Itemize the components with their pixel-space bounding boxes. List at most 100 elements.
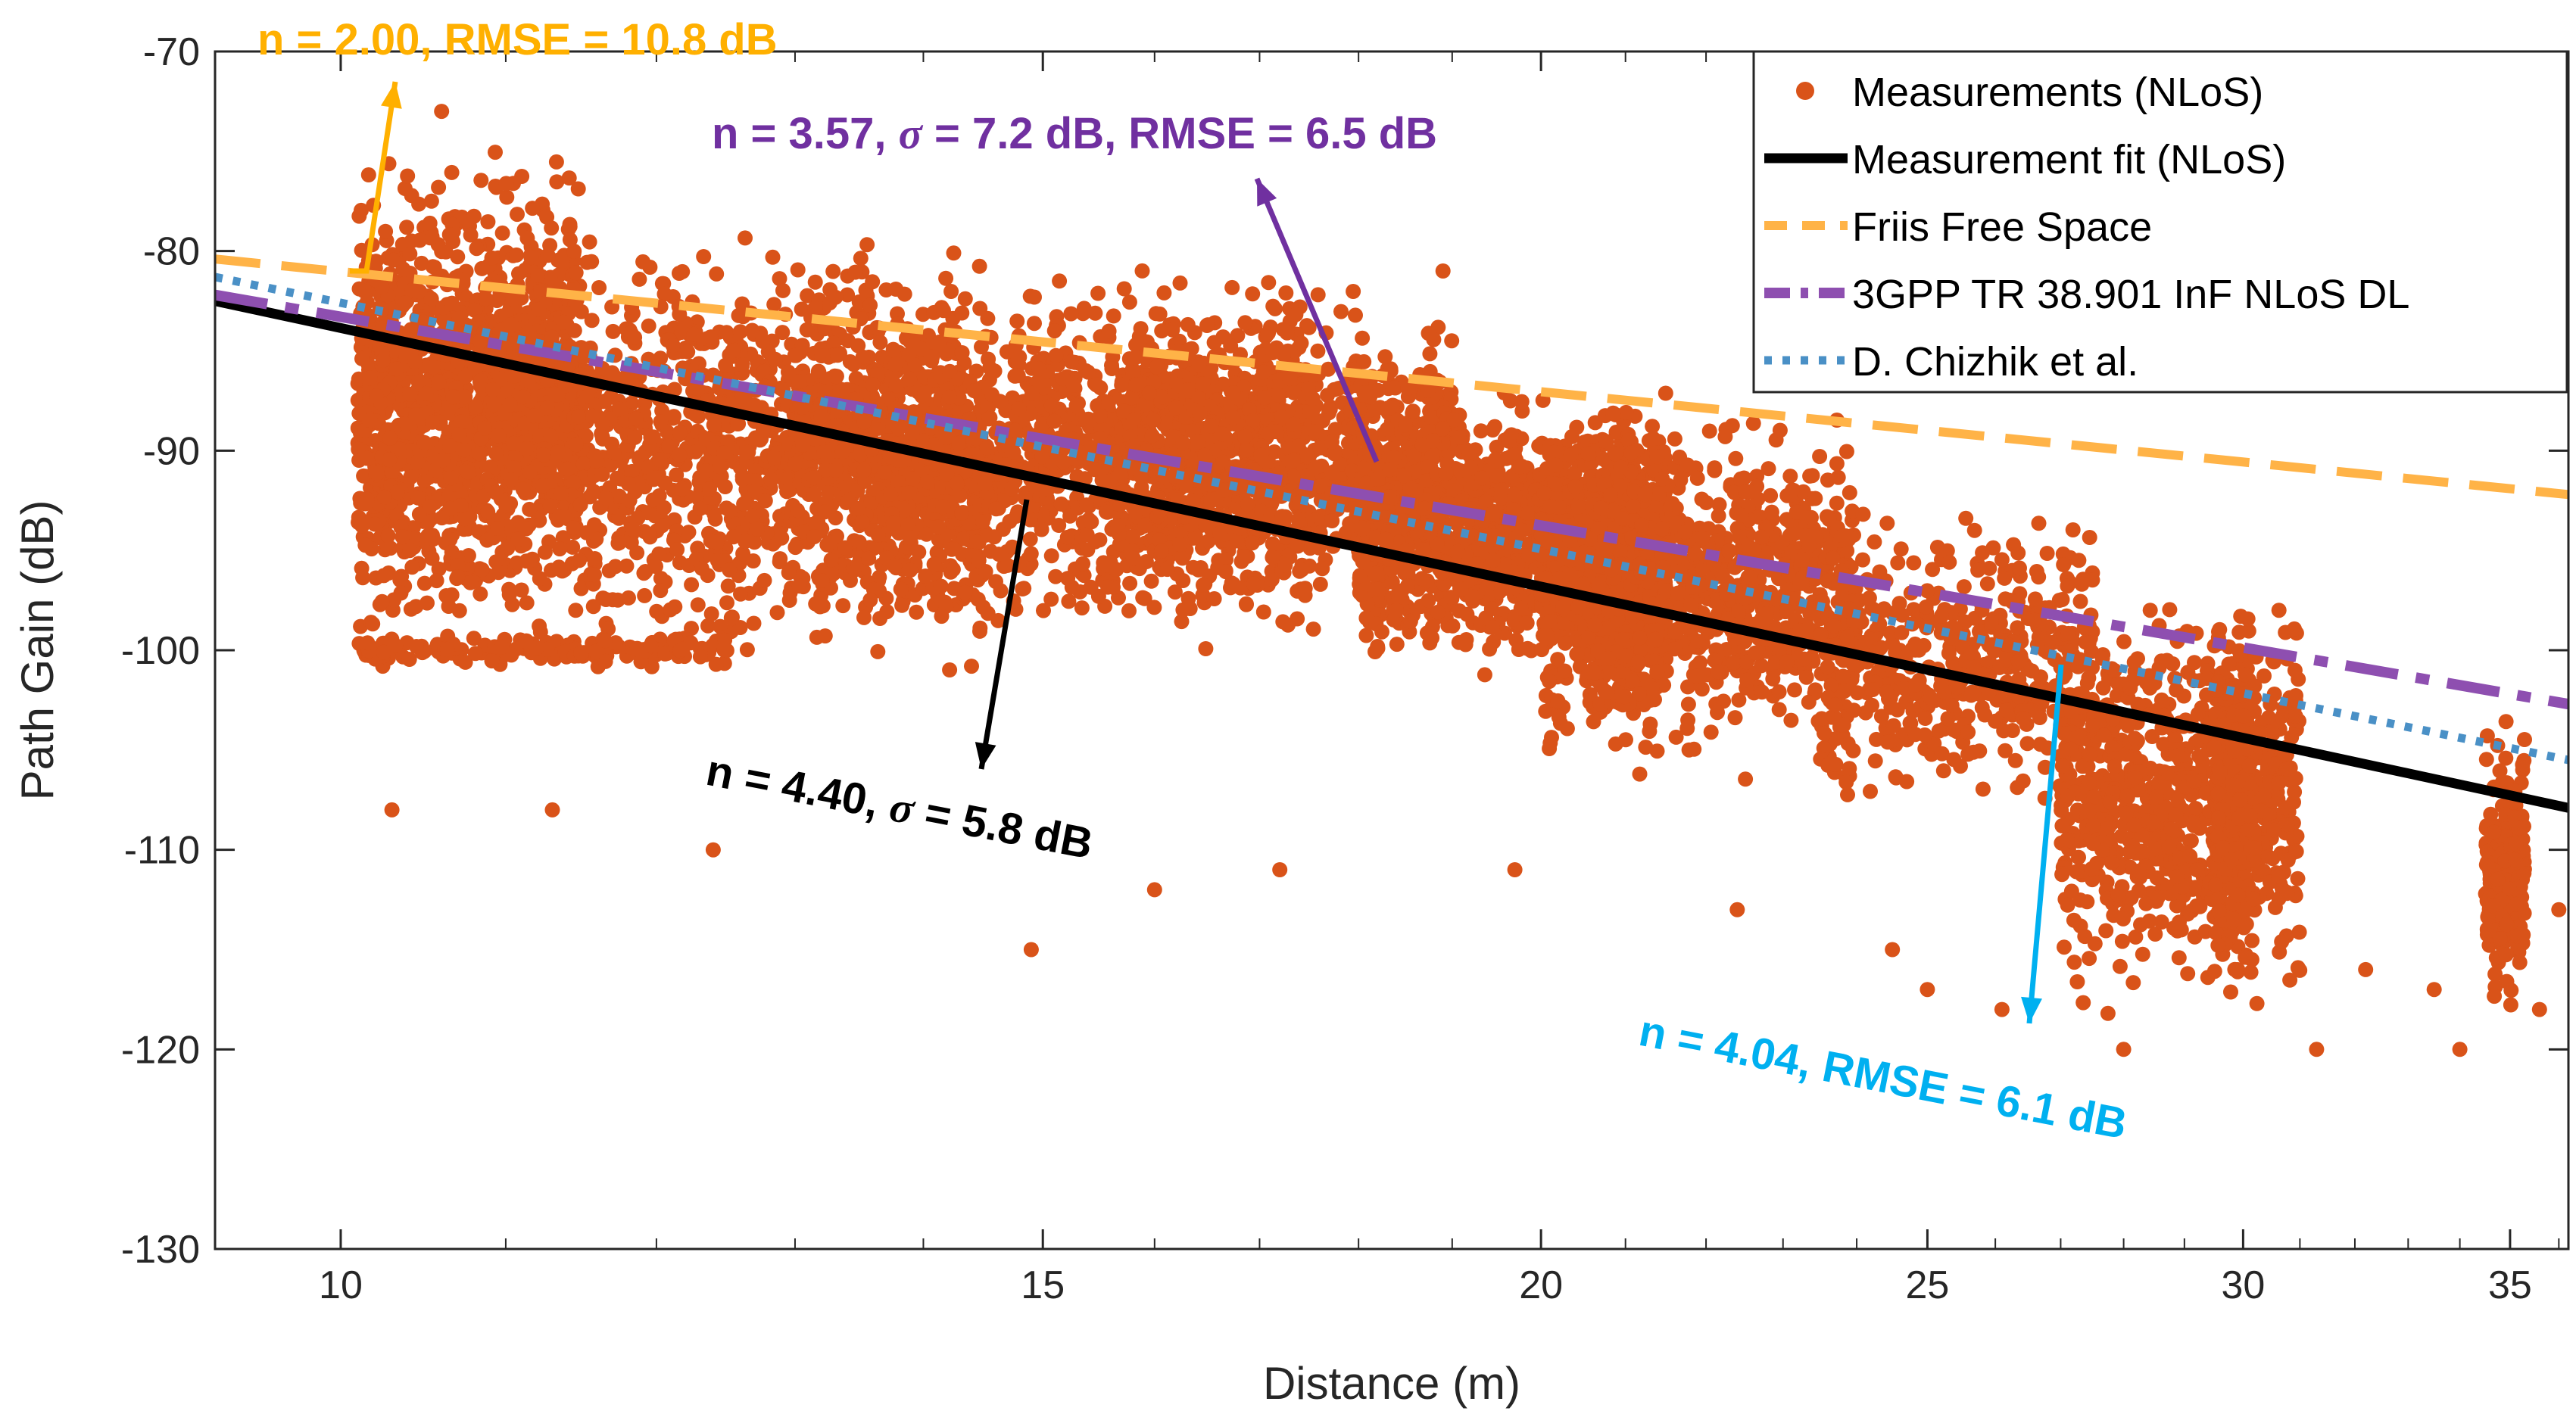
- measurement-point: [1203, 494, 1218, 509]
- measurement-point: [438, 588, 454, 603]
- measurement-point: [1122, 575, 1138, 591]
- measurement-point: [385, 252, 401, 268]
- measurement-point: [1127, 350, 1143, 366]
- measurement-point: [397, 181, 413, 196]
- measurement-point: [1068, 397, 1084, 413]
- measurement-point: [925, 349, 940, 365]
- measurement-point: [917, 385, 932, 401]
- measurement-point: [1225, 410, 1241, 425]
- measurement-point: [731, 307, 747, 323]
- measurement-point: [395, 529, 410, 545]
- measurement-point: [594, 466, 610, 482]
- measurement-point: [850, 500, 866, 516]
- measurement-point: [988, 501, 1004, 517]
- measurement-point: [787, 456, 803, 472]
- measurement-point: [825, 263, 841, 279]
- measurement-point: [531, 301, 547, 317]
- measurement-point: [945, 562, 961, 578]
- measurement-point: [980, 606, 996, 621]
- measurement-point: [1172, 275, 1188, 291]
- measurement-point: [509, 247, 525, 263]
- measurement-point: [795, 437, 811, 453]
- measurement-point: [625, 522, 641, 537]
- measurement-point: [1212, 525, 1228, 541]
- measurement-point: [566, 322, 582, 338]
- measurement-point: [466, 208, 482, 224]
- measurement-point: [550, 444, 566, 460]
- measurement-point: [709, 553, 725, 568]
- measurement-point: [812, 599, 828, 615]
- measurement-point: [485, 382, 501, 397]
- measurement-point: [694, 560, 709, 576]
- measurement-point: [370, 466, 385, 481]
- measurement-point: [515, 481, 531, 497]
- measurement-point: [738, 230, 753, 246]
- measurement-point: [365, 616, 381, 632]
- measurement-point: [542, 498, 558, 514]
- measurement-point: [716, 445, 731, 461]
- measurement-point: [1246, 576, 1261, 592]
- measurement-point: [601, 563, 617, 578]
- measurement-point: [579, 254, 595, 270]
- measurement-point: [442, 500, 458, 516]
- measurement-point: [993, 583, 1009, 599]
- measurement-point: [893, 581, 909, 597]
- measurement-point: [1190, 434, 1206, 450]
- measurement-point: [627, 329, 643, 345]
- measurement-point: [799, 322, 815, 338]
- measurement-point: [632, 271, 647, 287]
- measurement-point: [1180, 382, 1196, 397]
- measurement-point: [1237, 315, 1253, 331]
- measurement-point: [376, 568, 391, 584]
- measurement-point: [822, 534, 837, 550]
- measurement-point: [862, 592, 878, 608]
- measurement-point: [942, 363, 958, 379]
- measurement-point: [1048, 568, 1064, 584]
- measurement-point: [359, 450, 375, 466]
- measurement-point: [1422, 346, 1438, 362]
- measurement-point: [619, 558, 635, 574]
- measurement-point: [1141, 385, 1157, 401]
- measurement-point: [1275, 614, 1291, 630]
- measurement-point: [703, 329, 719, 345]
- measurement-point: [1048, 347, 1064, 363]
- measurement-point: [1240, 497, 1255, 512]
- measurement-point: [981, 351, 996, 367]
- measurement-point: [478, 291, 494, 307]
- measurement-point: [1305, 621, 1321, 637]
- measurement-point: [656, 286, 672, 302]
- measurement-point: [719, 325, 734, 341]
- measurement-point: [486, 397, 502, 413]
- measurement-point: [572, 497, 588, 512]
- measurement-point: [645, 492, 661, 508]
- measurement-point: [1046, 323, 1062, 339]
- measurement-point: [444, 295, 460, 311]
- measurement-point: [870, 527, 886, 543]
- measurement-point: [1180, 316, 1196, 332]
- measurement-point: [1046, 413, 1062, 429]
- measurement-point: [734, 357, 750, 372]
- measurement-point: [611, 535, 627, 550]
- measurement-point: [612, 401, 628, 417]
- measurement-point: [698, 463, 714, 479]
- measurement-point: [648, 559, 663, 575]
- measurement-point: [571, 553, 587, 568]
- measurement-point: [1206, 591, 1222, 606]
- measurement-point: [1197, 447, 1213, 463]
- measurement-point: [897, 503, 912, 519]
- measurement-point: [1100, 579, 1115, 595]
- measurement-point: [1121, 294, 1137, 310]
- measurement-point: [522, 553, 538, 568]
- measurement-point: [402, 543, 418, 559]
- measurement-point: [1315, 561, 1330, 577]
- measurement-point: [605, 323, 621, 339]
- measurement-point: [747, 430, 763, 446]
- measurement-point: [411, 196, 427, 212]
- measurement-point: [709, 534, 725, 550]
- measurement-point: [624, 395, 640, 411]
- measurement-point: [790, 262, 806, 278]
- measurement-point: [830, 347, 846, 363]
- measurement-point: [566, 520, 582, 536]
- measurement-point: [382, 452, 398, 468]
